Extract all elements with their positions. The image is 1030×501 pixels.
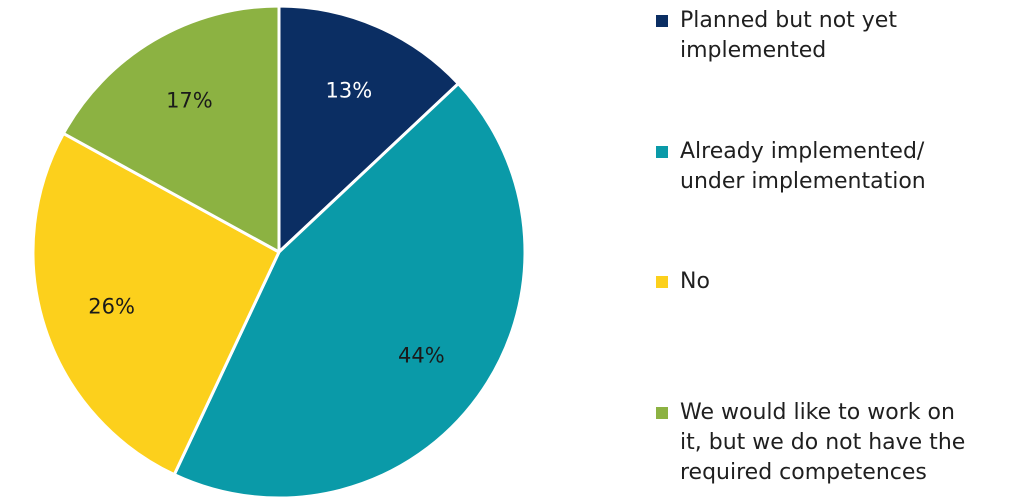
legend-label-implemented: Already implemented/ under implementatio…: [680, 139, 926, 194]
legend-swatch-no-competences: [656, 407, 668, 419]
legend-swatch-no: [656, 276, 668, 288]
slice-planned: [277, 4, 460, 254]
pie-slice-labels: 13% 44% 26% 17%: [88, 78, 444, 367]
legend-label-planned: Planned but not yet implemented: [680, 8, 897, 63]
slice-implemented-label: 44%: [398, 343, 445, 367]
legend: Planned but not yet implemented Already …: [656, 0, 1030, 501]
slice-implemented: [172, 82, 527, 500]
slice-no-label: 26%: [88, 294, 135, 318]
pie-slices: [31, 4, 527, 500]
legend-swatch-planned: [656, 15, 668, 27]
slice-planned-label: 13%: [326, 78, 373, 102]
legend-swatch-implemented: [656, 146, 668, 158]
slice-no-competences: [61, 4, 281, 254]
legend-item-no-competences: We would like to work on it, but we do n…: [656, 398, 965, 488]
legend-label-no: No: [680, 269, 710, 294]
legend-item-implemented: Already implemented/ under implementatio…: [656, 137, 926, 197]
legend-item-planned: Planned but not yet implemented: [656, 6, 897, 66]
legend-item-no: No: [656, 267, 710, 297]
legend-label-no-competences: We would like to work on it, but we do n…: [680, 400, 966, 485]
slice-no-competences-label: 17%: [166, 89, 213, 113]
